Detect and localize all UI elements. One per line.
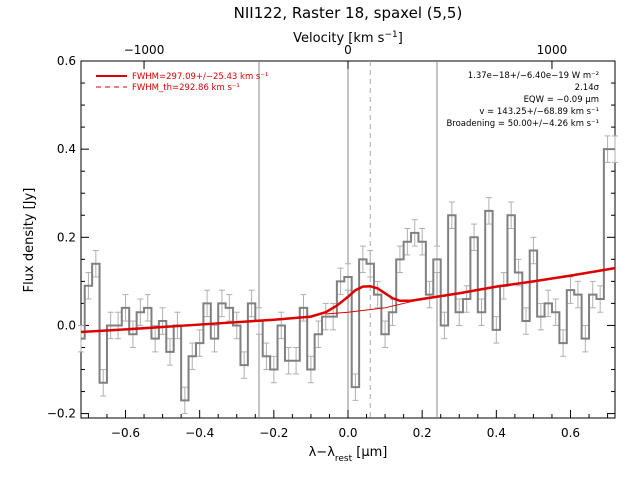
chart-title: NII122, Raster 18, spaxel (5,5) xyxy=(234,4,463,22)
top-tick-label-2: 1000 xyxy=(537,43,568,57)
legend-fwhm: FWHM=297.09+/−25.43 km s⁻¹ xyxy=(132,72,268,82)
annotation-eqw: EQW = −0.09 μm xyxy=(524,95,599,105)
y-tick-label-4: 0.6 xyxy=(57,54,76,68)
reference-lines xyxy=(258,61,438,418)
legend-fwhm-th: FWHM_th=292.86 km s⁻¹ xyxy=(132,83,240,93)
top-axis-label: Velocity [km s−1] xyxy=(293,30,403,46)
top-tick-label-1: 0 xyxy=(344,43,352,57)
top-tick-label-0: −1000 xyxy=(124,43,165,57)
legend: FWHM=297.09+/−25.43 km s⁻¹ FWHM_th=292.8… xyxy=(96,72,268,93)
x-tick-label-0: −0.6 xyxy=(111,426,140,440)
y-axis-label: Flux density [Jy] xyxy=(22,188,37,293)
annotation-flux: 1.37e−18+/−6.40e−19 W m⁻² xyxy=(468,71,599,81)
model-fit-line xyxy=(80,266,616,334)
x-tick-label-3: 0.0 xyxy=(338,426,357,440)
axis-tick-labels: −0.6 −0.4 −0.2 0.0 0.2 0.4 0.6 −0.2 0.0 0.2 0.4 0.6… xyxy=(47,43,580,440)
x-tick-label-1: −0.4 xyxy=(185,426,214,440)
top-axis-label-end: ] xyxy=(398,31,403,46)
annotation-broadening: Broadening = 50.00+/−4.26 km s⁻¹ xyxy=(446,119,599,129)
x-tick-label-4: 0.2 xyxy=(413,426,432,440)
x-axis-label-lambda: λ−λ xyxy=(309,445,336,460)
continuum-line xyxy=(325,298,423,315)
data-histogram xyxy=(81,148,615,402)
y-tick-label-1: 0.0 xyxy=(57,318,76,332)
x-tick-label-6: 0.6 xyxy=(561,426,580,440)
y-tick-label-3: 0.4 xyxy=(57,142,76,156)
x-axis-label: λ−λrest [μm] xyxy=(309,445,388,464)
fit-annotations: 1.37e−18+/−6.40e−19 W m⁻² 2.14σ EQW = −0… xyxy=(446,71,599,129)
x-axis-label-sub: rest xyxy=(335,454,353,464)
x-tick-label-2: −0.2 xyxy=(259,426,288,440)
annotation-sigma: 2.14σ xyxy=(575,83,600,93)
top-axis-label-base: Velocity [km s xyxy=(293,31,385,46)
top-axis-label-sup: −1 xyxy=(384,30,397,40)
axis-ticks xyxy=(81,60,615,418)
annotation-velocity: v = 143.25+/−68.89 km s⁻¹ xyxy=(479,107,599,117)
y-tick-label-0: −0.2 xyxy=(47,407,76,421)
y-tick-label-2: 0.2 xyxy=(57,230,76,244)
x-tick-label-5: 0.4 xyxy=(487,426,506,440)
x-axis-label-unit: [μm] xyxy=(352,445,387,460)
